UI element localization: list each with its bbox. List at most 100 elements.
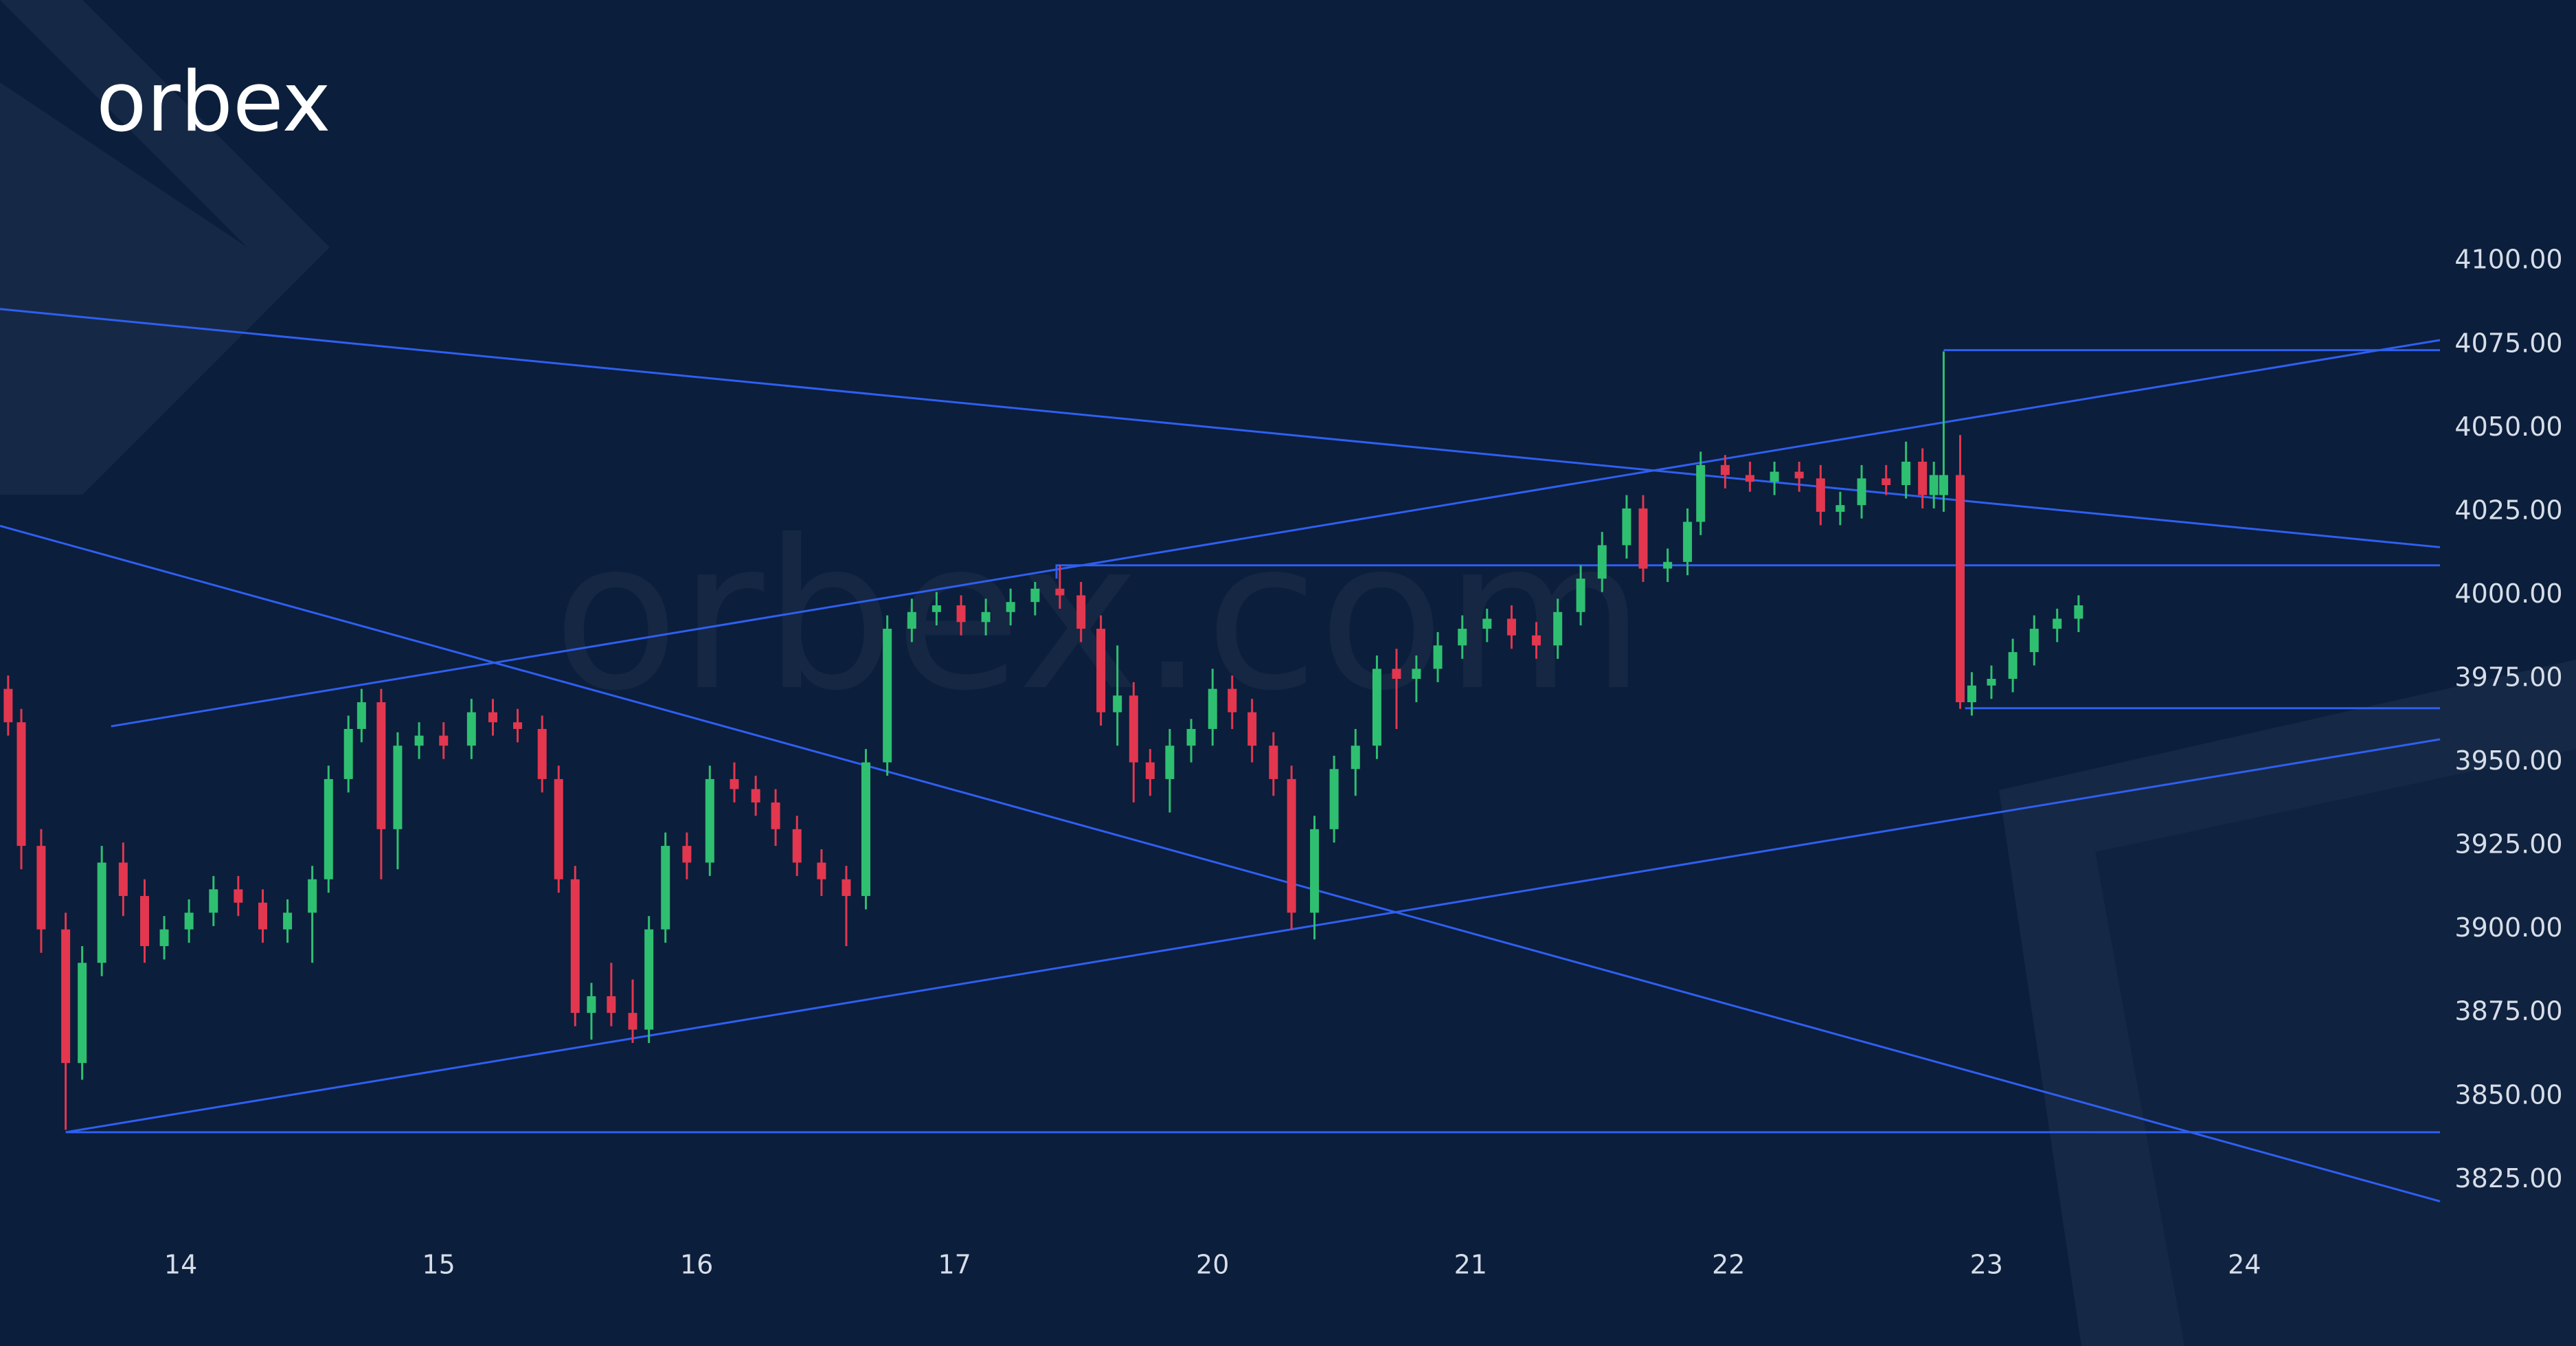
candle-body: [283, 912, 293, 930]
candle-body: [537, 728, 547, 779]
x-tick-label: 20: [1196, 1250, 1229, 1280]
candle-body: [140, 896, 150, 946]
candle-body: [3, 688, 13, 723]
candle-body: [1228, 688, 1237, 713]
candle-body: [1030, 588, 1040, 603]
x-tick-label: 17: [938, 1250, 971, 1280]
candle-body: [1287, 778, 1296, 913]
candle-body: [628, 1013, 637, 1030]
candle-body: [118, 862, 128, 897]
candle-body: [1918, 461, 1928, 495]
y-tick-label: 3825.00: [2454, 1163, 2562, 1193]
candle-body: [570, 879, 580, 1013]
candle-body: [554, 778, 563, 879]
candle-body: [258, 902, 268, 930]
candle-body: [981, 612, 991, 622]
candle-body: [883, 629, 892, 763]
logo: orbex: [96, 55, 331, 150]
candle-body: [16, 722, 26, 846]
candle-body: [324, 778, 333, 879]
candle-body: [513, 722, 523, 729]
y-tick-label: 4000.00: [2454, 579, 2562, 609]
x-tick-label: 22: [1712, 1250, 1745, 1280]
y-tick-label: 3975.00: [2454, 662, 2562, 693]
candle-body: [705, 778, 714, 863]
candle-body: [607, 996, 616, 1013]
candle-body: [1129, 695, 1138, 763]
candle-body: [1939, 475, 1948, 495]
candle-body: [1096, 629, 1106, 713]
candle-body: [78, 963, 87, 1064]
candle-body: [751, 789, 760, 803]
candle-body: [1638, 508, 1648, 569]
candle-body: [2029, 629, 2039, 653]
candle-body: [1506, 618, 1516, 636]
x-tick-label: 24: [2228, 1250, 2261, 1280]
y-tick-label: 3950.00: [2454, 745, 2562, 776]
candle-body: [1882, 478, 1891, 485]
candle-body: [1412, 669, 1421, 680]
candle-body: [1433, 645, 1443, 669]
decor-chevron: [0, 0, 330, 495]
y-tick-label: 3875.00: [2454, 996, 2562, 1027]
candle-body: [2074, 605, 2083, 619]
candle-body: [730, 778, 739, 789]
candle-body: [1310, 829, 1320, 913]
x-tick-label: 23: [1970, 1250, 2003, 1280]
x-tick-label: 14: [164, 1250, 197, 1280]
candle-body: [682, 846, 692, 863]
candle-body: [36, 846, 46, 930]
candle-body: [1186, 728, 1196, 746]
candle-body: [343, 728, 353, 779]
candle-body: [1696, 464, 1706, 522]
candle-body: [308, 879, 317, 913]
candle-body: [1165, 745, 1175, 779]
candle-body: [393, 745, 403, 829]
candle-body: [931, 605, 941, 612]
candle-body: [184, 912, 194, 930]
candle-body: [1329, 769, 1339, 829]
y-tick-label: 4050.00: [2454, 412, 2562, 442]
trend-line: [0, 524, 2441, 1202]
candle-body: [1720, 464, 1730, 475]
x-tick-label: 15: [422, 1250, 455, 1280]
candle-body: [907, 612, 916, 629]
candle-body: [841, 879, 851, 897]
candle-body: [1956, 475, 1965, 703]
candle-body: [2008, 652, 2018, 680]
candle-body: [661, 846, 670, 930]
candle-body: [1269, 745, 1278, 779]
candle-body: [1351, 745, 1360, 770]
candle-body: [234, 889, 243, 903]
candle-body: [1392, 669, 1401, 680]
candle-body: [1076, 595, 1086, 629]
trend-line: [65, 738, 2441, 1134]
candle-body: [1576, 579, 1585, 612]
candle-body: [771, 802, 780, 829]
y-tick-label: 3925.00: [2454, 829, 2562, 860]
candle-body: [587, 996, 596, 1013]
candle-body: [861, 762, 871, 897]
plot: 4100.00 4075.00 4050.00 4025.00 4000.00 3975.…: [0, 245, 2563, 1280]
candle-body: [488, 712, 497, 723]
candle-body: [209, 889, 218, 913]
trend-line: [111, 339, 2441, 728]
candle-body: [817, 862, 826, 879]
trend-line: [1055, 564, 2440, 579]
candle-body: [376, 702, 386, 829]
candle-body: [1458, 629, 1467, 646]
candle-body: [439, 735, 449, 746]
candle-body: [357, 702, 366, 729]
candle-body: [1987, 679, 1996, 686]
y-tick-label: 3850.00: [2454, 1079, 2562, 1110]
candle-body: [1532, 635, 1541, 646]
candle-body: [1208, 688, 1217, 729]
candle-body: [159, 929, 169, 946]
candle-body: [1247, 712, 1257, 746]
candle-body: [1816, 478, 1825, 512]
decor-shape: [2095, 749, 2576, 1346]
candle-body: [1553, 612, 1563, 646]
